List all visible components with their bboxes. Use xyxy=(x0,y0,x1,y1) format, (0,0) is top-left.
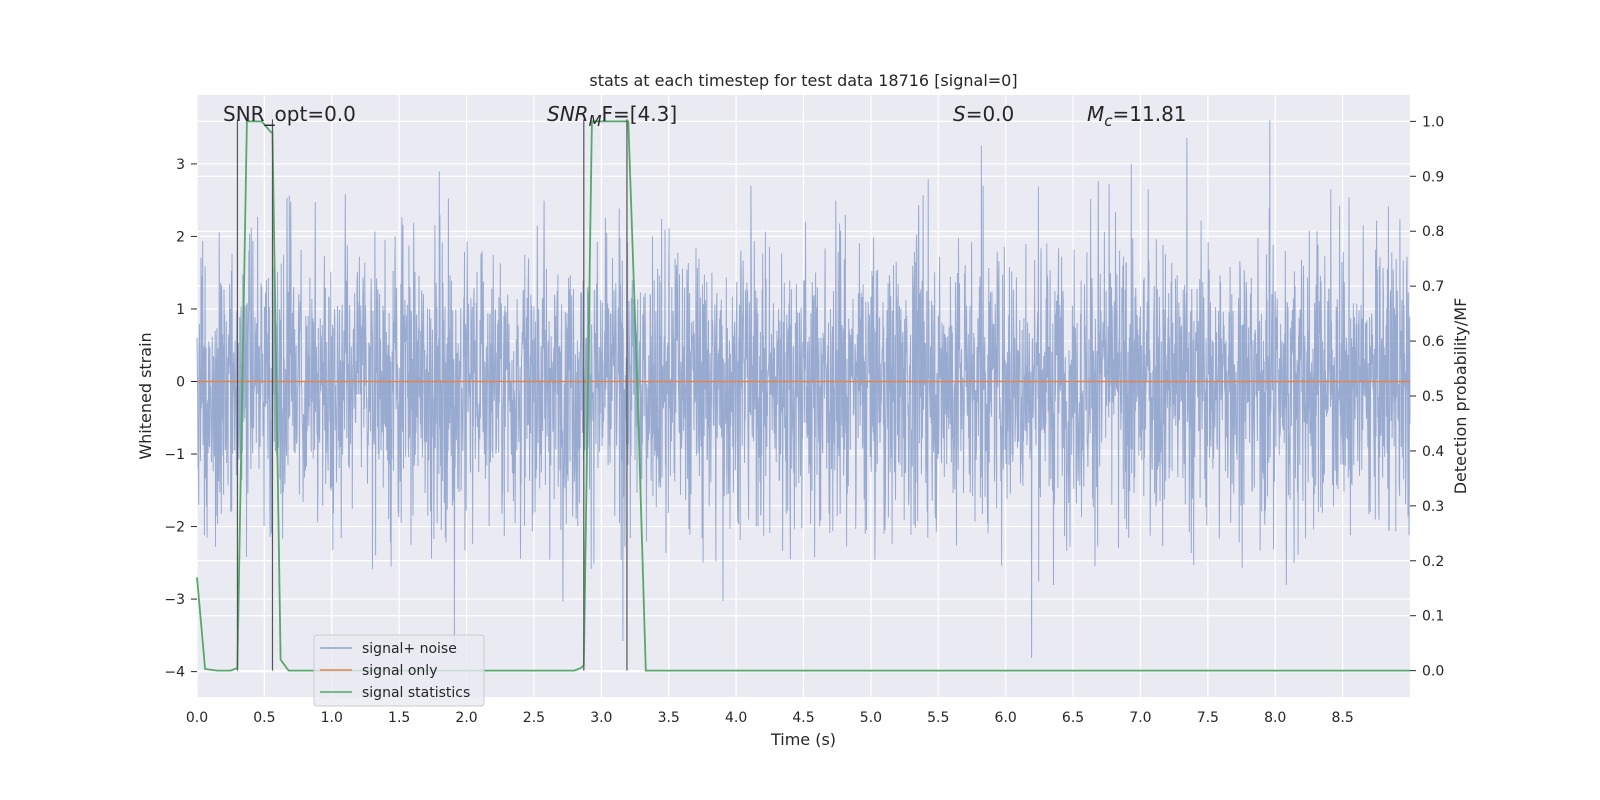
x-tick-label: 7.0 xyxy=(1129,710,1151,726)
y-tick-label-right: 0.2 xyxy=(1422,554,1444,570)
s-prefix: S xyxy=(953,102,966,126)
x-ticks: 0.0 0.5 1.0 1.5 2.0 2.5 3.0 3.5 4.0 4.5 5.0 5.5 6.0 6… xyxy=(186,710,1354,726)
y-tick-label-right: 0.3 xyxy=(1422,499,1444,515)
noise-line xyxy=(196,120,1411,659)
y-tick-label-right: 0.8 xyxy=(1422,224,1444,240)
legend: signal+ noise signal only signal statist… xyxy=(313,634,485,707)
y-tick-label-right: 0.5 xyxy=(1422,389,1444,405)
y-tick-label-left: 2 xyxy=(176,229,185,245)
y-axis-label-right: Detection probability/MF xyxy=(1451,298,1470,495)
statistics-line xyxy=(196,120,1410,672)
x-tick-label: 4.0 xyxy=(725,710,747,726)
x-tick-label: 3.0 xyxy=(590,710,612,726)
y-tick-label-left: −2 xyxy=(164,520,185,536)
legend-box xyxy=(313,634,485,707)
x-tick-label: 0.5 xyxy=(253,710,275,726)
x-tick-label: 5.0 xyxy=(860,710,882,726)
x-axis-label: Time (s) xyxy=(770,730,836,749)
y-tick-label-left: 0 xyxy=(176,374,185,390)
series-signal-noise xyxy=(196,120,1411,659)
x-tick-label: 2.0 xyxy=(455,710,477,726)
y-ticks-right: 1.0 0.9 0.8 0.7 0.6 0.5 0.4 0.3 0.2 0.1 0.0 xyxy=(1410,114,1444,680)
y-ticks-left: 3 2 1 0 −1 −2 −3 −4 xyxy=(164,157,197,681)
y-tick-label-right: 0.9 xyxy=(1422,169,1444,185)
y-axis-label-left: Whitened strain xyxy=(136,332,155,459)
y-tick-label-left: 3 xyxy=(176,157,185,173)
x-tick-label: 2.5 xyxy=(523,710,545,726)
series-signal-statistics xyxy=(196,120,1410,672)
x-tick-label: 5.5 xyxy=(927,710,949,726)
s-suffix: =0.0 xyxy=(966,102,1015,126)
x-tick-label: 3.5 xyxy=(658,710,680,726)
x-tick-label: 7.5 xyxy=(1197,710,1219,726)
y-tick-label-right: 0.1 xyxy=(1422,609,1444,625)
snr-mf-prefix: SNR xyxy=(547,102,589,126)
y-tick-label-left: −1 xyxy=(164,447,185,463)
annotation-snr-mf: SNRMF=[4.3] xyxy=(547,102,677,130)
annotation-s: S=0.0 xyxy=(953,102,1014,126)
mc-sub: c xyxy=(1104,112,1113,130)
y-tick-label-right: 0.7 xyxy=(1422,279,1444,295)
chart-title: stats at each timestep for test data 187… xyxy=(589,71,1017,90)
annotation-mc: Mc=11.81 xyxy=(1087,102,1187,130)
x-tick-label: 1.5 xyxy=(388,710,410,726)
mc-suffix: =11.81 xyxy=(1113,102,1187,126)
x-tick-label: 6.5 xyxy=(1062,710,1084,726)
vertical-markers xyxy=(236,119,628,671)
x-tick-label: 8.5 xyxy=(1331,710,1353,726)
y-tick-label-right: 1.0 xyxy=(1422,114,1444,130)
x-tick-label: 0.0 xyxy=(186,710,208,726)
mc-prefix: M xyxy=(1087,102,1104,126)
y-tick-label-left: −4 xyxy=(164,665,185,681)
x-tick-label: 8.0 xyxy=(1264,710,1286,726)
snr-mf-suffix: F=[4.3] xyxy=(602,102,678,126)
y-tick-label-right: 0.0 xyxy=(1422,664,1444,680)
y-tick-label-left: −3 xyxy=(164,592,185,608)
y-tick-label-right: 0.4 xyxy=(1422,444,1444,460)
legend-entry-signal-only: signal only xyxy=(362,663,437,679)
x-tick-label: 6.0 xyxy=(995,710,1017,726)
snr-mf-sub: M xyxy=(589,112,602,130)
annotation-snr-opt: SNR_opt=0.0 xyxy=(223,102,356,126)
legend-entry-signal-noise: signal+ noise xyxy=(362,641,457,657)
x-tick-label: 4.5 xyxy=(792,710,814,726)
legend-entry-signal-statistics: signal statistics xyxy=(362,685,470,701)
y-tick-label-right: 0.6 xyxy=(1422,334,1444,350)
y-tick-label-left: 1 xyxy=(176,302,185,318)
x-tick-label: 1.0 xyxy=(321,710,343,726)
